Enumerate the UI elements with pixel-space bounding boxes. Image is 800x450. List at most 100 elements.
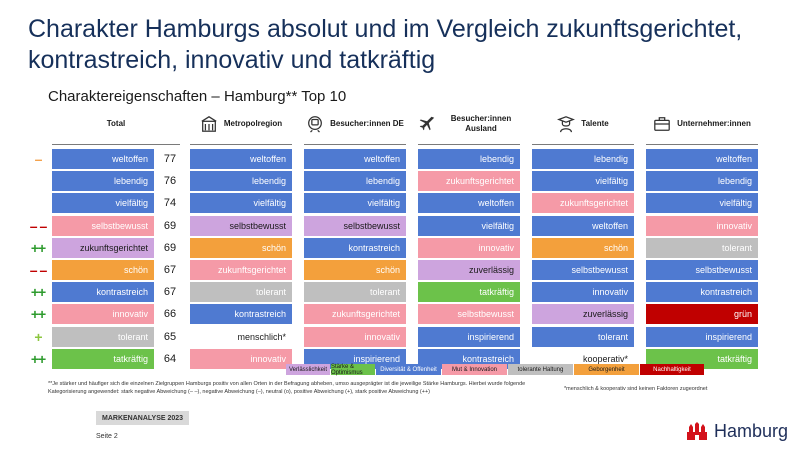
group-cell: weltoffen bbox=[418, 193, 520, 214]
legend-item: Nachhaltigkeit bbox=[640, 364, 704, 375]
group-cell: menschlich* bbox=[190, 326, 292, 347]
group-cell: weltoffen bbox=[646, 149, 758, 169]
airplane-icon bbox=[419, 116, 435, 131]
legend-item: Verlässlichkeit bbox=[286, 364, 330, 375]
group-cell: kontrastreich bbox=[418, 348, 520, 369]
group-cell: kontrastreich bbox=[304, 237, 406, 258]
legend-item: Mut & Innovation bbox=[442, 364, 507, 375]
briefcase-icon bbox=[654, 117, 670, 131]
total-value: 65 bbox=[163, 330, 177, 343]
column-header-besucher-de: Besucher:innen DE bbox=[304, 106, 406, 142]
group-cell: schön bbox=[532, 237, 634, 258]
footnote-factor: *menschlich & kooperativ sind keinen Fak… bbox=[564, 386, 708, 392]
group-cell: zukunftsgerichtet bbox=[532, 193, 634, 214]
group-cell: tolerant bbox=[646, 237, 758, 258]
group-cell: zukunftsgerichtet bbox=[418, 171, 520, 192]
total-cell: innovativ bbox=[52, 304, 154, 325]
header-separator bbox=[52, 144, 180, 145]
column-header-total: Total bbox=[52, 106, 180, 142]
group-cell: tatkräftig bbox=[646, 348, 758, 369]
header-separator bbox=[418, 144, 520, 145]
total-cell: selbstbewusst bbox=[52, 215, 154, 236]
hamburg-wordmark: Hamburg bbox=[714, 421, 789, 441]
total-value: 77 bbox=[163, 153, 177, 165]
group-cell: vielfältig bbox=[190, 193, 292, 214]
group-cell: tolerant bbox=[532, 326, 634, 347]
column-header-label: Besucher:innen Ausland bbox=[450, 114, 512, 133]
total-value: 69 bbox=[163, 241, 177, 254]
group-cell: tolerant bbox=[190, 282, 292, 303]
header-separator bbox=[646, 144, 758, 145]
column-header-unternehmer: Unternehmer:innen bbox=[646, 106, 758, 142]
group-cell: lebendig bbox=[190, 171, 292, 192]
group-cell: zuverlässig bbox=[532, 304, 634, 325]
total-value: 74 bbox=[163, 197, 177, 210]
total-value: 67 bbox=[163, 286, 177, 299]
total-value: 64 bbox=[163, 352, 177, 365]
deviation-marker: – – bbox=[29, 217, 47, 234]
column-header-label: Talente bbox=[581, 119, 609, 128]
group-cell: zuverlässig bbox=[418, 260, 520, 280]
column-header-label: Total bbox=[106, 119, 126, 128]
column-header-talente: Talente bbox=[532, 106, 634, 142]
total-cell: zukunftsgerichtet bbox=[52, 237, 154, 258]
column-header-label: Besucher:innen DE bbox=[330, 119, 404, 128]
group-cell: weltoffen bbox=[304, 149, 406, 169]
column-header-label: Unternehmer:innen bbox=[677, 119, 751, 128]
graduate-icon bbox=[557, 116, 576, 133]
group-cell: kontrastreich bbox=[646, 282, 758, 303]
group-cell: lebendig bbox=[532, 149, 634, 169]
total-value: 69 bbox=[163, 219, 177, 232]
total-value: 76 bbox=[163, 175, 177, 188]
group-cell: selbstbewusst bbox=[418, 304, 520, 325]
column-header-besucher-ausland: Besucher:innen Ausland bbox=[418, 106, 520, 142]
group-cell: selbstbewusst bbox=[304, 215, 406, 236]
group-cell: zukunftsgerichtet bbox=[304, 304, 406, 325]
group-cell: innovativ bbox=[532, 282, 634, 303]
group-cell: weltoffen bbox=[190, 149, 292, 169]
page-subtitle: Charaktereigenschaften – Hamburg** Top 1… bbox=[48, 88, 347, 105]
total-cell: kontrastreich bbox=[52, 282, 154, 303]
group-cell: inspirierend bbox=[304, 348, 406, 369]
hamburg-logo: Hamburg bbox=[686, 421, 788, 442]
group-cell: selbstbewusst bbox=[532, 260, 634, 280]
total-value: 66 bbox=[163, 308, 177, 321]
deviation-marker: – bbox=[34, 151, 43, 167]
deviation-marker: + bbox=[34, 328, 42, 345]
group-cell: schön bbox=[190, 237, 292, 258]
group-cell: lebendig bbox=[646, 171, 758, 192]
page-number: Seite 2 bbox=[96, 433, 118, 440]
total-value: 67 bbox=[163, 264, 177, 276]
group-cell: vielfältig bbox=[532, 171, 634, 192]
total-cell: tatkräftig bbox=[52, 348, 154, 369]
train-icon bbox=[308, 116, 323, 133]
deviation-marker: ++ bbox=[30, 239, 46, 256]
group-cell: schön bbox=[304, 260, 406, 280]
total-cell: vielfältig bbox=[52, 193, 154, 214]
total-cell: lebendig bbox=[52, 171, 154, 192]
deviation-marker: ++ bbox=[30, 350, 46, 367]
group-cell: vielfältig bbox=[646, 193, 758, 214]
group-cell: lebendig bbox=[418, 149, 520, 169]
group-cell: inspirierend bbox=[646, 326, 758, 347]
total-cell: tolerant bbox=[52, 326, 154, 347]
deviation-marker: – – bbox=[29, 262, 47, 278]
group-cell: innovativ bbox=[190, 348, 292, 369]
deviation-marker: ++ bbox=[30, 306, 46, 323]
group-cell: weltoffen bbox=[532, 215, 634, 236]
header-separator bbox=[304, 144, 406, 145]
legend-item: tolerante Haltung bbox=[508, 364, 573, 375]
legend-item: Diversität & Offenheit bbox=[376, 364, 441, 375]
group-cell: selbstbewusst bbox=[646, 260, 758, 280]
group-cell: tolerant bbox=[304, 282, 406, 303]
hamburg-castle-icon bbox=[687, 421, 707, 440]
legend-item: Geborgenheit bbox=[574, 364, 639, 375]
column-header-metropolregion: Metropolregion bbox=[190, 106, 292, 142]
footnote: **Je stärker und häufiger sich die einze… bbox=[48, 381, 526, 395]
total-cell: weltoffen bbox=[52, 149, 154, 169]
group-cell: kontrastreich bbox=[190, 304, 292, 325]
group-cell: vielfältig bbox=[304, 193, 406, 214]
group-cell: vielfältig bbox=[418, 215, 520, 236]
deviation-marker: ++ bbox=[30, 284, 46, 301]
group-cell: lebendig bbox=[304, 171, 406, 192]
